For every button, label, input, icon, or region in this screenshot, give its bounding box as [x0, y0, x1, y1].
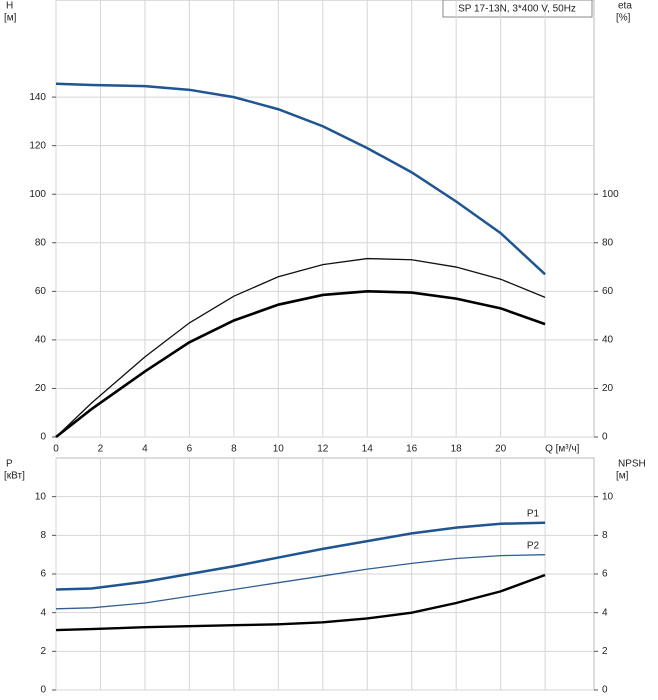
- x-tick-label: 8: [231, 444, 237, 455]
- y-tick-label: 4: [40, 607, 46, 618]
- y2-tick-label: 4: [602, 607, 608, 618]
- y-tick-label: 120: [29, 140, 46, 151]
- y-tick-label: 80: [35, 237, 47, 248]
- x-tick-label: 10: [273, 444, 285, 455]
- y-axis-label: P: [6, 459, 13, 470]
- x-tick-label: 6: [187, 444, 193, 455]
- y-axis-label: H: [6, 1, 13, 12]
- y-tick-label: 140: [29, 92, 46, 103]
- y2-axis-unit: [м]: [616, 471, 629, 482]
- y-tick-label: 8: [40, 530, 46, 541]
- curve: [55, 290, 546, 439]
- y2-tick-label: 80: [602, 237, 614, 248]
- x-tick-label: 4: [142, 444, 148, 455]
- y-axis-unit: [кВт]: [4, 471, 25, 482]
- y2-tick-label: 6: [602, 569, 608, 580]
- y-tick-label: 2: [40, 646, 46, 657]
- y2-tick-label: 100: [602, 189, 619, 200]
- plot-frame: [55, 0, 595, 438]
- x-tick-label: 20: [495, 444, 507, 455]
- y2-tick-label: 60: [602, 286, 614, 297]
- y2-tick-label: 40: [602, 335, 614, 346]
- title-box: [442, 0, 593, 18]
- y2-tick-label: 2: [602, 646, 608, 657]
- x-tick-label: 16: [406, 444, 418, 455]
- y2-tick-label: 20: [602, 383, 614, 394]
- x-tick-label: 18: [451, 444, 463, 455]
- y-tick-label: 100: [29, 189, 46, 200]
- y2-tick-label: 8: [602, 530, 608, 541]
- y2-tick-label: 0: [602, 685, 608, 696]
- x-tick-label: 0: [53, 444, 59, 455]
- x-tick-label: 12: [317, 444, 329, 455]
- y-tick-label: 0: [40, 685, 46, 696]
- x-tick-label: 2: [98, 444, 104, 455]
- y-axis-unit: [м]: [4, 13, 17, 24]
- y2-axis-unit: [%]: [616, 13, 631, 24]
- y-tick-label: 6: [40, 569, 46, 580]
- curve: [55, 82, 546, 276]
- y-tick-label: 10: [35, 491, 47, 502]
- series-label: P2: [527, 540, 540, 551]
- curve: [55, 257, 546, 438]
- y-tick-label: 0: [40, 432, 46, 443]
- y-tick-label: 20: [35, 383, 47, 394]
- y2-axis-label: eta: [618, 1, 632, 12]
- y2-tick-label: 0: [602, 432, 608, 443]
- y2-axis-label: NPSH: [618, 459, 646, 470]
- y-tick-label: 40: [35, 335, 47, 346]
- y-tick-label: 60: [35, 286, 47, 297]
- curve: [55, 521, 546, 591]
- series-label: P1: [527, 508, 540, 519]
- curve: [55, 573, 546, 632]
- curve: [55, 554, 546, 610]
- x-tick-label: 14: [362, 444, 374, 455]
- y2-tick-label: 10: [602, 491, 614, 502]
- chart-title: SP 17-13N, 3*400 V, 50Hz: [458, 4, 576, 15]
- x-tick-label: Q [м³/ч]: [545, 444, 580, 455]
